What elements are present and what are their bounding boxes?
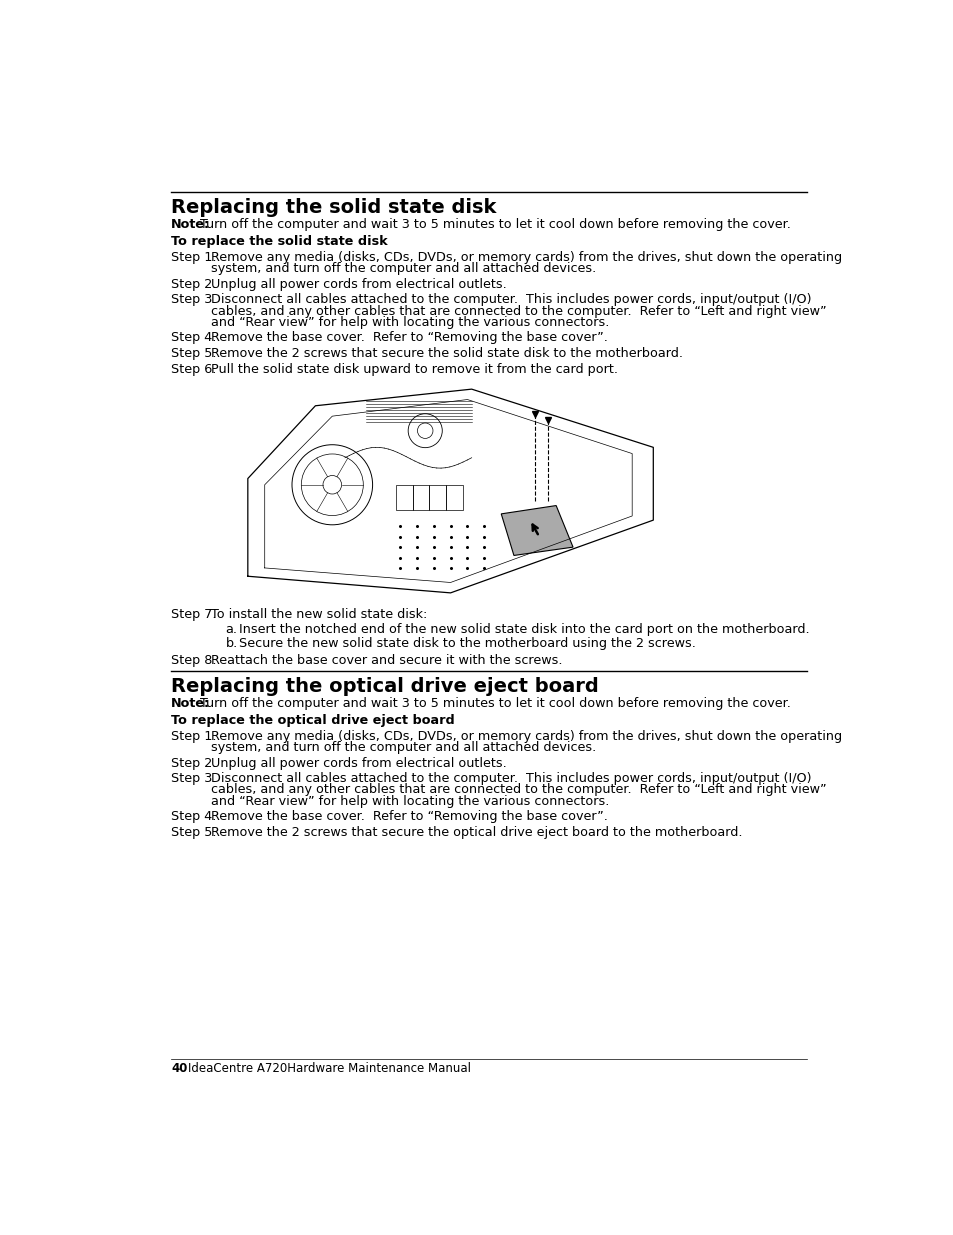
Text: Pull the solid state disk upward to remove it from the card port.: Pull the solid state disk upward to remo… — [212, 363, 618, 375]
Text: Unplug all power cords from electrical outlets.: Unplug all power cords from electrical o… — [212, 757, 507, 769]
Bar — [429, 485, 446, 510]
Text: Step 7.: Step 7. — [171, 609, 216, 621]
Text: To replace the solid state disk: To replace the solid state disk — [171, 235, 387, 248]
Text: Step 5.: Step 5. — [171, 347, 216, 361]
Text: and “Rear view” for help with locating the various connectors.: and “Rear view” for help with locating t… — [212, 316, 609, 329]
Text: Step 5.: Step 5. — [171, 826, 216, 840]
Text: Replacing the solid state disk: Replacing the solid state disk — [171, 199, 496, 217]
Text: Remove the base cover.  Refer to “Removing the base cover”.: Remove the base cover. Refer to “Removin… — [212, 331, 608, 345]
Text: To replace the optical drive eject board: To replace the optical drive eject board — [171, 714, 455, 727]
Text: IdeaCentre A720Hardware Maintenance Manual: IdeaCentre A720Hardware Maintenance Manu… — [188, 1062, 471, 1076]
Text: Remove the base cover.  Refer to “Removing the base cover”.: Remove the base cover. Refer to “Removin… — [212, 810, 608, 824]
Bar — [446, 485, 463, 510]
Text: Remove any media (disks, CDs, DVDs, or memory cards) from the drives, shut down : Remove any media (disks, CDs, DVDs, or m… — [212, 251, 841, 263]
Text: cables, and any other cables that are connected to the computer.  Refer to “Left: cables, and any other cables that are co… — [212, 305, 826, 317]
Text: Unplug all power cords from electrical outlets.: Unplug all power cords from electrical o… — [212, 278, 507, 290]
Text: Step 3.: Step 3. — [171, 772, 216, 785]
Text: Step 6.: Step 6. — [171, 363, 216, 375]
Text: a.: a. — [225, 622, 237, 636]
Text: Disconnect all cables attached to the computer.  This includes power cords, inpu: Disconnect all cables attached to the co… — [212, 294, 811, 306]
Text: Turn off the computer and wait 3 to 5 minutes to let it cool down before removin: Turn off the computer and wait 3 to 5 mi… — [195, 698, 790, 710]
Text: system, and turn off the computer and all attached devices.: system, and turn off the computer and al… — [212, 741, 596, 753]
Text: To install the new solid state disk:: To install the new solid state disk: — [212, 609, 427, 621]
Text: Replacing the optical drive eject board: Replacing the optical drive eject board — [171, 677, 598, 697]
Text: Disconnect all cables attached to the computer.  This includes power cords, inpu: Disconnect all cables attached to the co… — [212, 772, 811, 785]
Text: 40: 40 — [171, 1062, 188, 1076]
Text: Note:: Note: — [171, 698, 210, 710]
Text: and “Rear view” for help with locating the various connectors.: and “Rear view” for help with locating t… — [212, 794, 609, 808]
Text: Remove any media (disks, CDs, DVDs, or memory cards) from the drives, shut down : Remove any media (disks, CDs, DVDs, or m… — [212, 730, 841, 742]
Text: Step 4.: Step 4. — [171, 810, 216, 824]
Bar — [412, 485, 429, 510]
Text: Turn off the computer and wait 3 to 5 minutes to let it cool down before removin: Turn off the computer and wait 3 to 5 mi… — [195, 219, 790, 231]
Text: Step 1.: Step 1. — [171, 730, 216, 742]
Text: Note:: Note: — [171, 219, 210, 231]
Text: Step 2.: Step 2. — [171, 278, 216, 290]
Text: Step 8.: Step 8. — [171, 655, 216, 667]
Text: b.: b. — [225, 637, 237, 650]
Text: Secure the new solid state disk to the motherboard using the 2 screws.: Secure the new solid state disk to the m… — [239, 637, 696, 650]
Text: Step 3.: Step 3. — [171, 294, 216, 306]
Text: Step 4.: Step 4. — [171, 331, 216, 345]
Bar — [395, 485, 412, 510]
Text: system, and turn off the computer and all attached devices.: system, and turn off the computer and al… — [212, 262, 596, 274]
Text: Remove the 2 screws that secure the solid state disk to the motherboard.: Remove the 2 screws that secure the soli… — [212, 347, 682, 361]
Text: Step 1.: Step 1. — [171, 251, 216, 263]
Text: cables, and any other cables that are connected to the computer.  Refer to “Left: cables, and any other cables that are co… — [212, 783, 826, 797]
Text: Insert the notched end of the new solid state disk into the card port on the mot: Insert the notched end of the new solid … — [239, 622, 809, 636]
Text: Remove the 2 screws that secure the optical drive eject board to the motherboard: Remove the 2 screws that secure the opti… — [212, 826, 742, 840]
Text: Reattach the base cover and secure it with the screws.: Reattach the base cover and secure it wi… — [212, 655, 562, 667]
Polygon shape — [500, 505, 573, 556]
Text: Step 2.: Step 2. — [171, 757, 216, 769]
